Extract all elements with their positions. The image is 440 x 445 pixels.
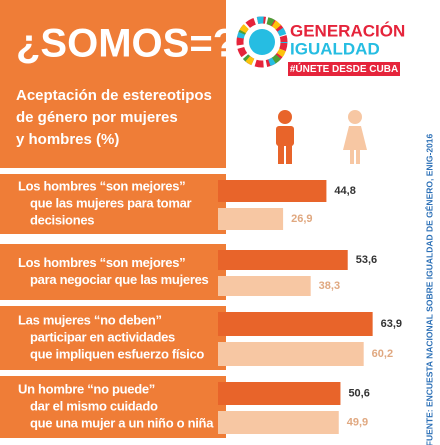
row-band [0, 376, 226, 438]
category-label: participar en actividades [30, 329, 175, 344]
value-label: 53,6 [356, 254, 377, 266]
value-label: 38,3 [319, 280, 340, 292]
bar [218, 411, 339, 434]
category-label: decisiones [30, 212, 94, 227]
category-label: Los hombres “son mejores” [18, 255, 185, 270]
bar [218, 276, 311, 296]
bar [218, 312, 373, 336]
subtitle: Aceptación de estereotipos [16, 87, 212, 104]
value-label: 60,2 [372, 348, 393, 360]
bar [218, 382, 341, 405]
bar [218, 342, 364, 366]
logo-wheel [236, 16, 288, 68]
bar [218, 250, 348, 270]
logo-line1: GENERACIÓN [290, 21, 405, 40]
chart-title: ¿SOMOS=? [16, 22, 237, 66]
category-label: que las mujeres para tomar [30, 195, 192, 210]
logo-hashtag: #ÚNETE DESDE CUBA [290, 62, 398, 75]
source: FUENTE: ENCUESTA NACIONAL SOBRE IGUALDAD… [424, 133, 434, 445]
value-label: 49,9 [347, 416, 368, 428]
row-band [0, 174, 226, 234]
bar [218, 208, 284, 230]
value-label: 50,6 [348, 387, 369, 399]
row-band [0, 306, 226, 370]
value-label: 26,9 [291, 213, 312, 225]
category-label: para negociar que las mujeres [30, 272, 209, 287]
value-label: 44,8 [334, 185, 355, 197]
subtitle: de género por mujeres [16, 109, 178, 126]
category-label: dar el mismo cuidado [30, 398, 158, 413]
header-panel [0, 0, 226, 168]
logo: GENERACIÓN IGUALDAD #ÚNETE DESDE CUBA [236, 16, 405, 76]
value-label: 63,9 [381, 318, 402, 330]
category-label: Las mujeres “no deben” [18, 312, 162, 327]
woman-icon [343, 110, 367, 164]
category-label: Un hombre “no puede” [18, 381, 155, 396]
bar [218, 180, 327, 202]
category-label: que impliquen esfuerzo físico [30, 346, 204, 361]
man-icon [276, 110, 294, 164]
row-band [0, 244, 226, 300]
subtitle: y hombres (%) [16, 131, 119, 148]
logo-line2: IGUALDAD [290, 39, 380, 58]
hashtag-bg [288, 62, 400, 76]
category-label: Los hombres “son mejores” [18, 178, 185, 193]
category-label: que una mujer a un niño o niña [30, 415, 214, 430]
